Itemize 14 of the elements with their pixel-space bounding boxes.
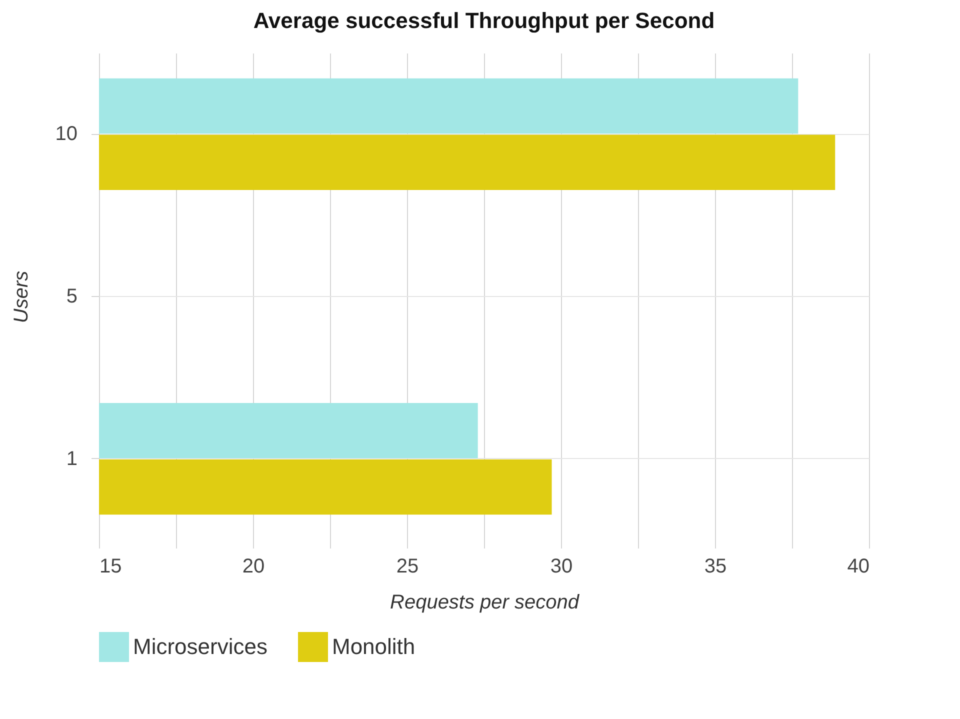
legend-label: Microservices bbox=[133, 634, 268, 659]
x-tick-label: 35 bbox=[704, 556, 727, 578]
y-tick-label: 5 bbox=[66, 286, 78, 308]
y-axis-title: Users bbox=[10, 270, 32, 324]
x-tick-label: 25 bbox=[396, 556, 419, 578]
legend-label: Monolith bbox=[332, 634, 416, 659]
y-tick-label: 10 bbox=[55, 123, 78, 146]
y-tick-label: 1 bbox=[66, 448, 78, 470]
x-axis-title: Requests per second bbox=[390, 592, 580, 614]
x-tick-label: 15 bbox=[100, 556, 122, 578]
x-tick-label: 40 bbox=[847, 556, 870, 578]
chart-title: Average successful Throughput per Second bbox=[253, 8, 715, 33]
x-tick-label: 30 bbox=[550, 556, 573, 578]
x-tick-label: 20 bbox=[242, 556, 265, 578]
